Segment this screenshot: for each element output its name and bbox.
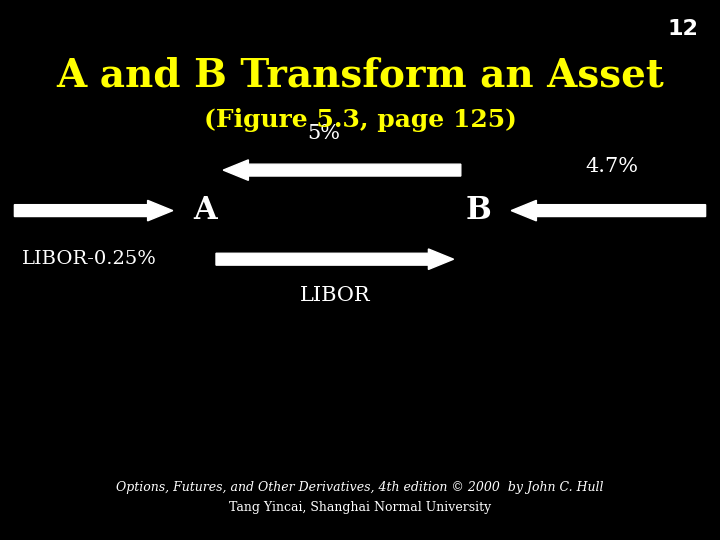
Text: (Figure 5.3, page 125): (Figure 5.3, page 125) (204, 108, 516, 132)
Text: Tang Yincai, Shanghai Normal University: Tang Yincai, Shanghai Normal University (229, 501, 491, 514)
Text: 4.7%: 4.7% (585, 157, 639, 176)
FancyArrow shape (216, 249, 454, 269)
FancyArrow shape (511, 200, 706, 221)
Text: Options, Futures, and Other Derivatives, 4th edition © 2000  by John C. Hull: Options, Futures, and Other Derivatives,… (116, 481, 604, 494)
Text: LIBOR: LIBOR (300, 286, 370, 305)
Text: LIBOR-0.25%: LIBOR-0.25% (22, 250, 156, 268)
Text: A and B Transform an Asset: A and B Transform an Asset (56, 57, 664, 94)
FancyArrow shape (14, 200, 173, 221)
Text: 5%: 5% (307, 124, 341, 143)
Text: 12: 12 (667, 19, 698, 39)
Text: A: A (194, 195, 217, 226)
Text: B: B (466, 195, 492, 226)
FancyArrow shape (223, 160, 461, 180)
